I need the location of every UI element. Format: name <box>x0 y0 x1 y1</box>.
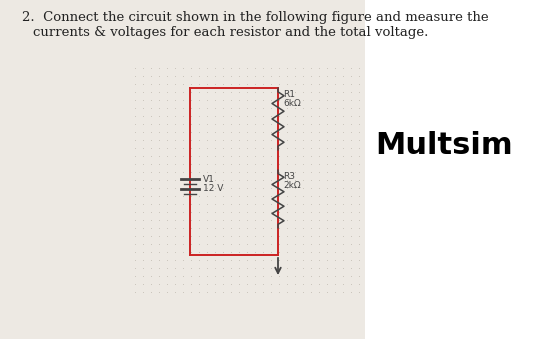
Text: R3: R3 <box>283 172 295 181</box>
Text: R1: R1 <box>283 90 295 99</box>
Text: 2kΩ: 2kΩ <box>283 181 301 190</box>
Text: V1: V1 <box>203 175 215 184</box>
Text: 6kΩ: 6kΩ <box>283 99 301 108</box>
Text: 2.  Connect the circuit shown in the following figure and measure the: 2. Connect the circuit shown in the foll… <box>22 11 489 24</box>
Text: currents & voltages for each resistor and the total voltage.: currents & voltages for each resistor an… <box>33 26 428 39</box>
Bar <box>0 0 365 339</box>
Text: Multsim: Multsim <box>375 131 512 160</box>
Text: 12 V: 12 V <box>203 184 224 193</box>
